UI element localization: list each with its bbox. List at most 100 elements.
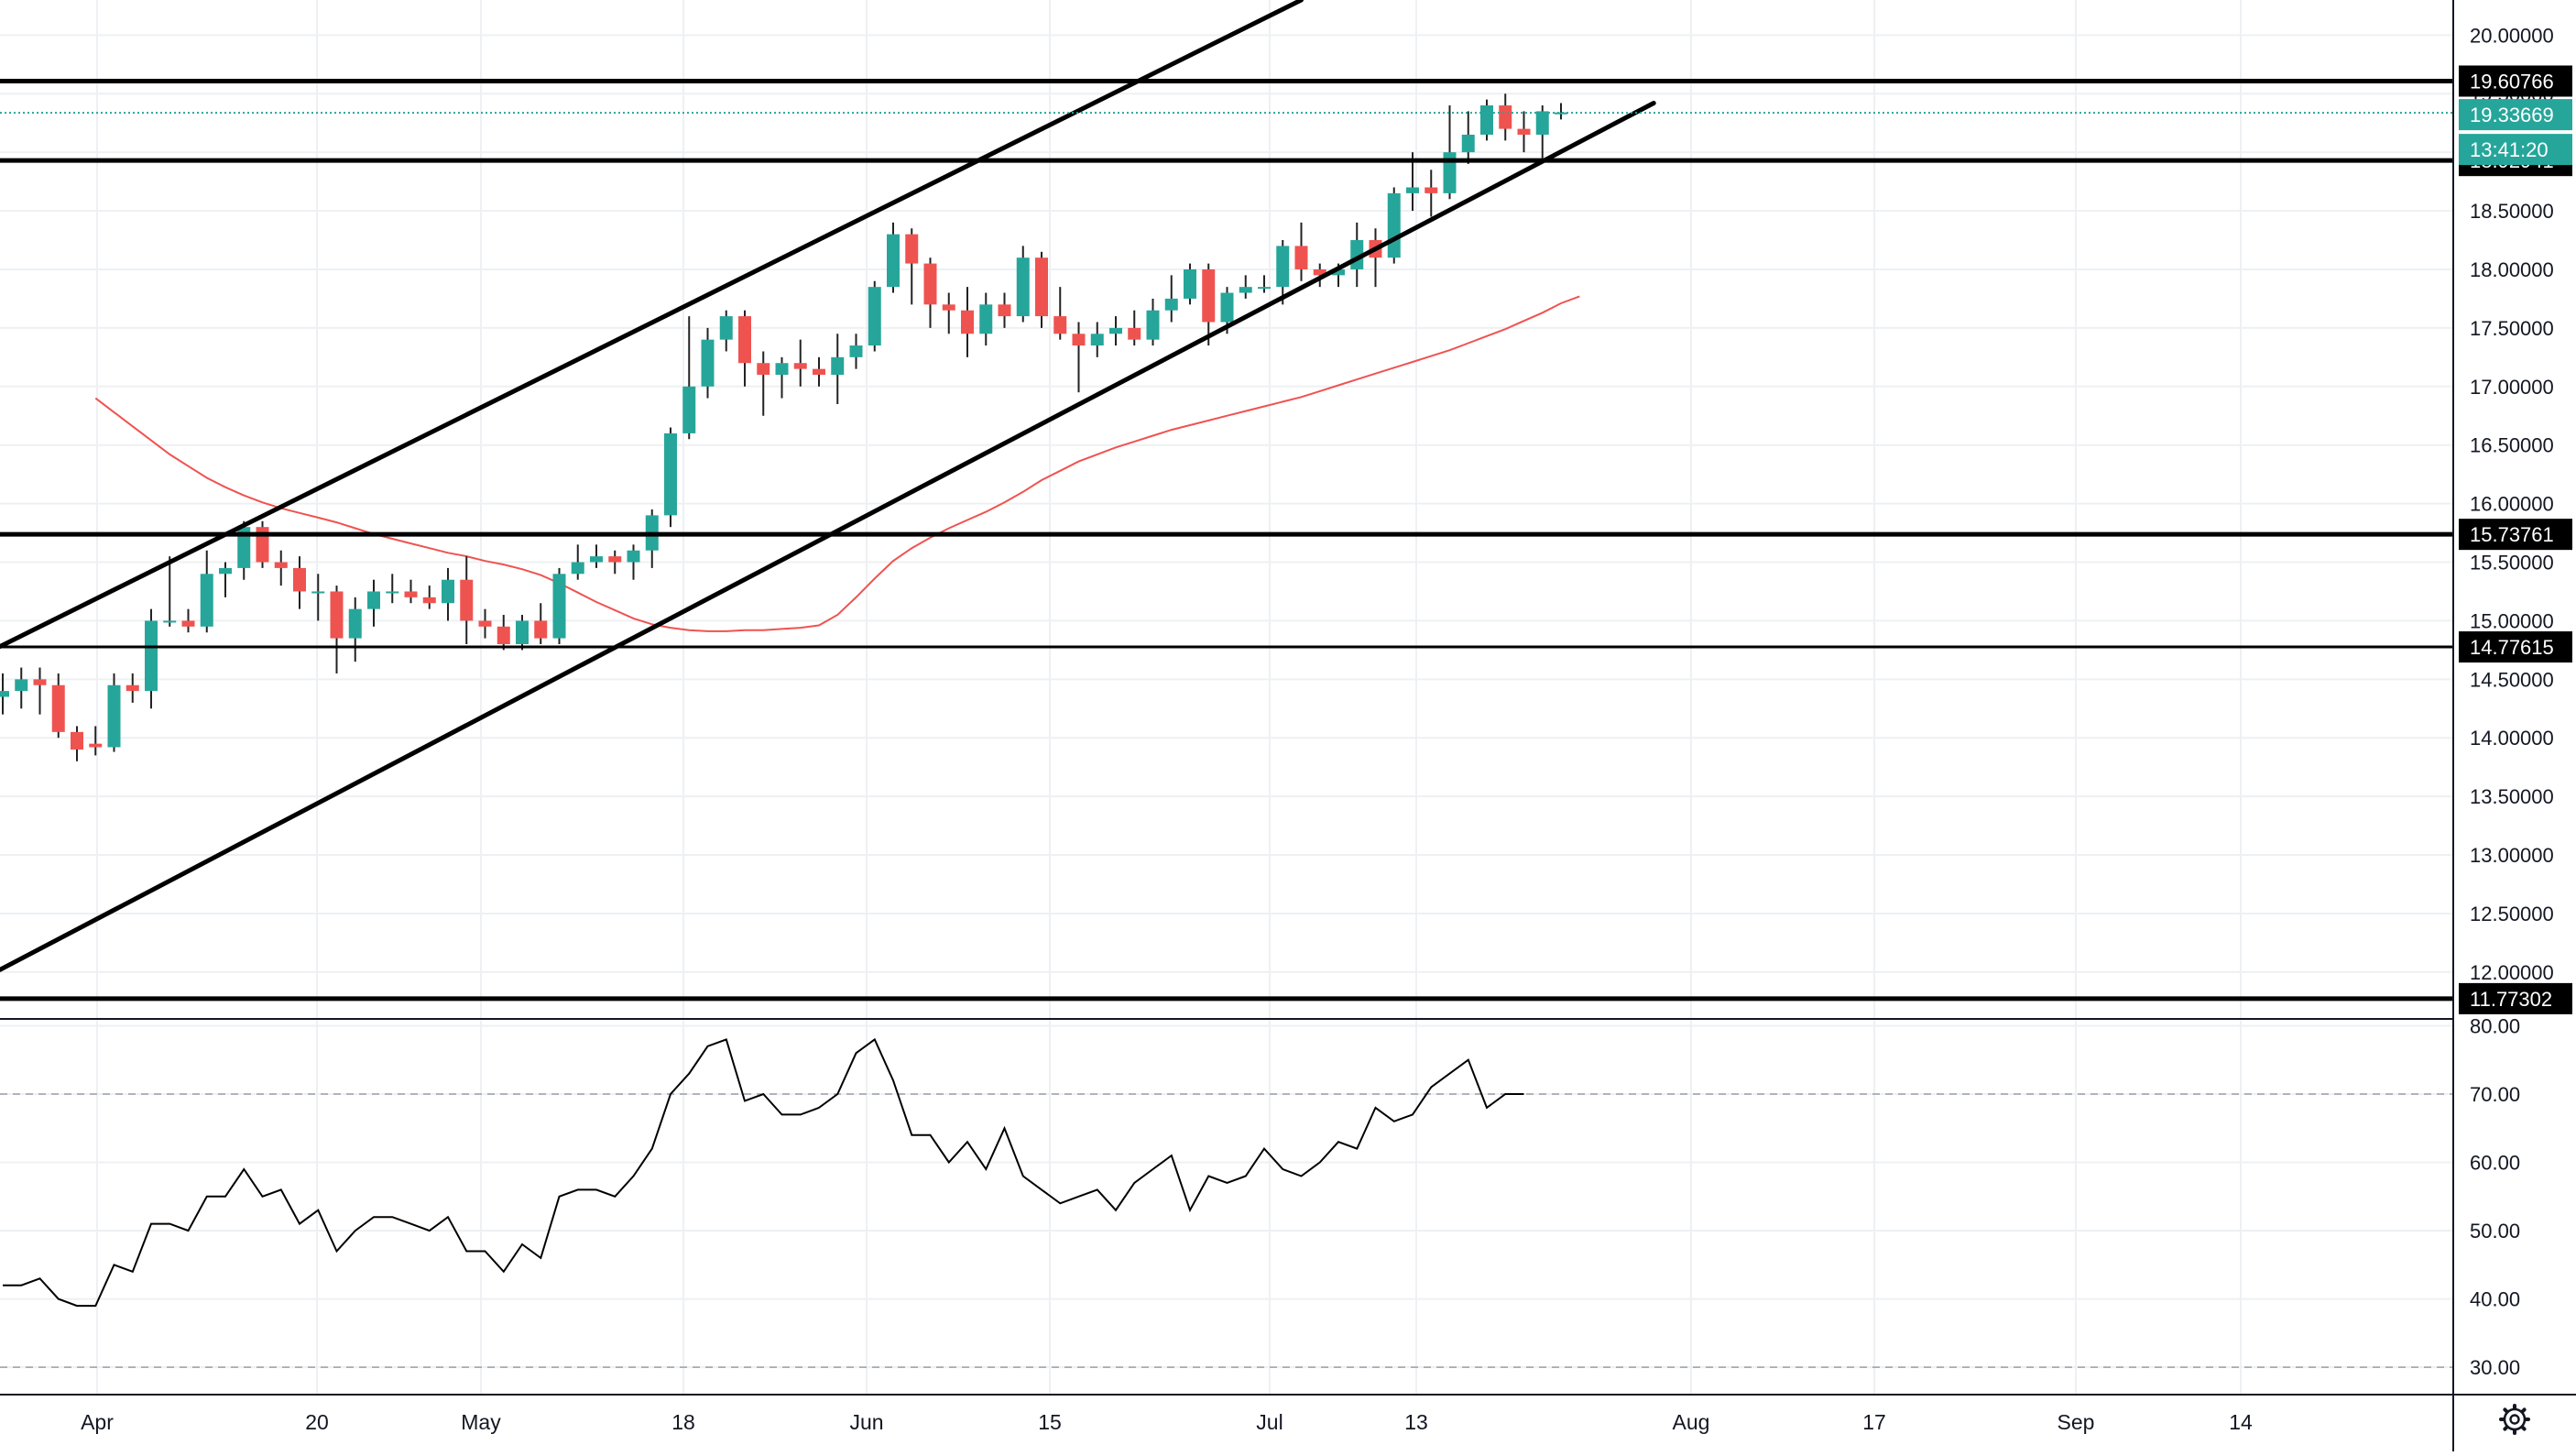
candle-layer bbox=[0, 93, 1567, 761]
rsi-tick-label: 40.00 bbox=[2470, 1288, 2520, 1311]
candle-body bbox=[1146, 310, 1160, 340]
trend-line[interactable] bbox=[0, 0, 1304, 650]
time-tick-label: 13 bbox=[1404, 1410, 1428, 1434]
candle-body bbox=[1090, 334, 1104, 346]
time-tick-label: 17 bbox=[1862, 1410, 1886, 1434]
candle-body bbox=[516, 620, 529, 644]
candle bbox=[33, 667, 47, 715]
level-label-layer: 19.6076618.9294115.7376114.7761511.77302… bbox=[2459, 65, 2572, 1014]
candle-body bbox=[1053, 316, 1067, 334]
level-price-label-text: 15.73761 bbox=[2470, 523, 2554, 546]
candle-body bbox=[386, 591, 399, 594]
candle-body bbox=[942, 304, 955, 311]
candle bbox=[237, 520, 251, 580]
rsi-tick-label: 50.00 bbox=[2470, 1220, 2520, 1243]
candle bbox=[1535, 105, 1549, 159]
candle bbox=[274, 550, 288, 586]
candle bbox=[367, 579, 380, 627]
candle bbox=[1109, 316, 1122, 346]
candle bbox=[571, 544, 584, 580]
candle-body bbox=[200, 574, 213, 627]
time-tick-label: 15 bbox=[1038, 1410, 1062, 1434]
candle-body bbox=[274, 562, 288, 568]
candle-body bbox=[664, 432, 677, 516]
candle-body bbox=[627, 550, 640, 563]
candle bbox=[1517, 111, 1531, 153]
candle bbox=[831, 334, 845, 404]
candle bbox=[590, 544, 603, 568]
candle bbox=[1128, 310, 1141, 346]
current-price-label: 19.33669 bbox=[2459, 99, 2572, 131]
candle bbox=[868, 280, 881, 352]
candle bbox=[442, 567, 454, 621]
candle-body bbox=[571, 562, 584, 575]
horizontal-level-layer bbox=[0, 78, 2453, 1002]
candle bbox=[961, 287, 974, 357]
candle bbox=[1258, 275, 1271, 293]
candle bbox=[404, 579, 418, 604]
candle-body bbox=[1276, 246, 1290, 288]
candle-body bbox=[237, 527, 251, 568]
candle-body bbox=[1332, 268, 1345, 276]
candle bbox=[330, 586, 344, 673]
candle bbox=[942, 292, 955, 334]
time-tick-label: Sep bbox=[2058, 1410, 2095, 1434]
price-tick-label: 17.00000 bbox=[2470, 376, 2554, 399]
price-tick-label: 14.50000 bbox=[2470, 668, 2554, 691]
candle-body bbox=[163, 620, 177, 623]
candle-body bbox=[1555, 112, 1567, 115]
price-tick-label: 15.00000 bbox=[2470, 609, 2554, 632]
candle-body bbox=[497, 626, 510, 644]
candle bbox=[497, 615, 510, 651]
candle bbox=[1239, 275, 1252, 299]
candle-body bbox=[905, 234, 919, 264]
candle bbox=[627, 544, 640, 580]
candle-body bbox=[608, 556, 622, 563]
candle-body bbox=[682, 386, 696, 433]
candle-body bbox=[1128, 327, 1141, 340]
candle bbox=[813, 356, 825, 387]
candle bbox=[71, 726, 83, 761]
level-price-label: 14.77615 bbox=[2459, 631, 2572, 663]
candle bbox=[200, 550, 213, 633]
price-tick-label: 14.00000 bbox=[2470, 727, 2554, 750]
candle bbox=[775, 356, 789, 399]
candle-body bbox=[15, 679, 28, 692]
candle-body bbox=[719, 316, 733, 340]
candle bbox=[1164, 275, 1178, 323]
rsi-tick-label: 30.00 bbox=[2470, 1356, 2520, 1379]
countdown-label-text: 13:41:20 bbox=[2470, 138, 2549, 161]
candle bbox=[1461, 111, 1475, 164]
candle-body bbox=[478, 620, 492, 627]
candle bbox=[386, 574, 399, 604]
candle-body bbox=[460, 579, 474, 621]
candle bbox=[1146, 298, 1160, 346]
candle-body bbox=[961, 310, 974, 334]
candle bbox=[348, 597, 362, 662]
gear-icon[interactable] bbox=[2499, 1404, 2530, 1435]
candle bbox=[0, 673, 9, 715]
candle bbox=[516, 615, 529, 651]
candle-body bbox=[979, 304, 993, 334]
candle bbox=[1016, 246, 1030, 323]
candle bbox=[163, 556, 177, 627]
candle-body bbox=[1424, 187, 1438, 193]
candle bbox=[552, 567, 566, 644]
time-tick-label: Aug bbox=[1673, 1410, 1710, 1434]
candle bbox=[478, 608, 492, 639]
candle bbox=[1480, 99, 1493, 141]
candle-body bbox=[404, 591, 418, 597]
price-tick-label: 17.50000 bbox=[2470, 317, 2554, 340]
level-price-label: 19.60766 bbox=[2459, 65, 2572, 97]
level-price-label-bg bbox=[2459, 519, 2572, 551]
candle-body bbox=[33, 679, 47, 685]
level-price-label-bg bbox=[2459, 65, 2572, 97]
price-tick-label: 20.00000 bbox=[2470, 24, 2554, 47]
candle-body bbox=[1035, 257, 1048, 317]
gear-icon-teeth bbox=[2499, 1404, 2530, 1435]
candle-body bbox=[51, 684, 65, 732]
candle bbox=[1387, 187, 1401, 264]
candle bbox=[1555, 103, 1567, 120]
candle-body bbox=[181, 620, 195, 627]
